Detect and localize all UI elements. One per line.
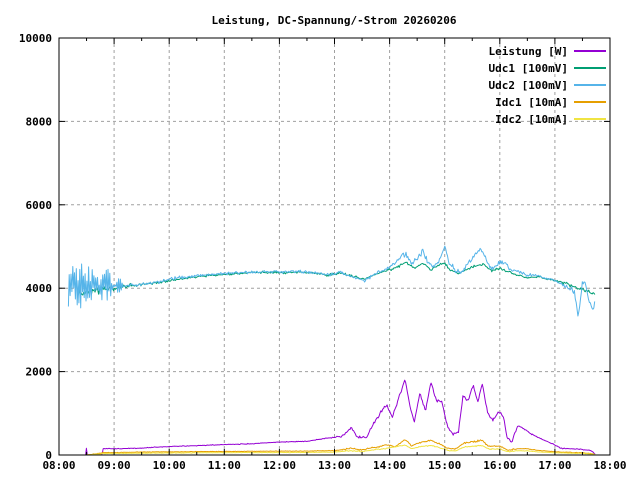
series-line-udc1-100mv bbox=[77, 261, 596, 296]
y-tick-label: 10000 bbox=[19, 32, 52, 45]
series-line-udc2-100mv bbox=[67, 245, 596, 317]
grid-lines bbox=[59, 38, 610, 455]
y-tick-label: 4000 bbox=[26, 282, 53, 295]
legend-label: Udc2 [100mV] bbox=[489, 79, 568, 92]
x-tick-label: 15:00 bbox=[428, 459, 461, 472]
x-tick-label: 11:00 bbox=[208, 459, 241, 472]
legend-label: Idc1 [10mA] bbox=[495, 96, 568, 109]
y-tick-label: 6000 bbox=[26, 199, 53, 212]
chart-title: Leistung, DC-Spannung/-Strom 20260206 bbox=[211, 14, 456, 27]
x-tick-label: 13:00 bbox=[318, 459, 351, 472]
axes: 08:00 09:00 10:00 11:00 12:00 13:00 14:00 15:00… bbox=[19, 32, 627, 472]
legend-label: Udc1 [100mV] bbox=[489, 62, 568, 75]
x-tick-label: 16:00 bbox=[483, 459, 516, 472]
x-tick-label: 18:00 bbox=[593, 459, 626, 472]
x-tick-label: 10:00 bbox=[153, 459, 186, 472]
series-lines bbox=[67, 245, 596, 456]
x-tick-label: 17:00 bbox=[538, 459, 571, 472]
series-line-leistung-w bbox=[83, 379, 596, 456]
legend-label: Idc2 [10mA] bbox=[495, 113, 568, 126]
x-tick-label: 14:00 bbox=[373, 459, 406, 472]
y-tick-label: 2000 bbox=[26, 366, 53, 379]
y-tick-label: 8000 bbox=[26, 115, 53, 128]
y-tick-label: 0 bbox=[45, 449, 52, 462]
x-tick-label: 08:00 bbox=[42, 459, 75, 472]
legend: Leistung [W] Udc1 [100mV] Udc2 [100mV] Idc1… bbox=[489, 45, 606, 126]
x-tick-label: 12:00 bbox=[263, 459, 296, 472]
legend-label: Leistung [W] bbox=[489, 45, 568, 58]
x-tick-label: 09:00 bbox=[98, 459, 131, 472]
